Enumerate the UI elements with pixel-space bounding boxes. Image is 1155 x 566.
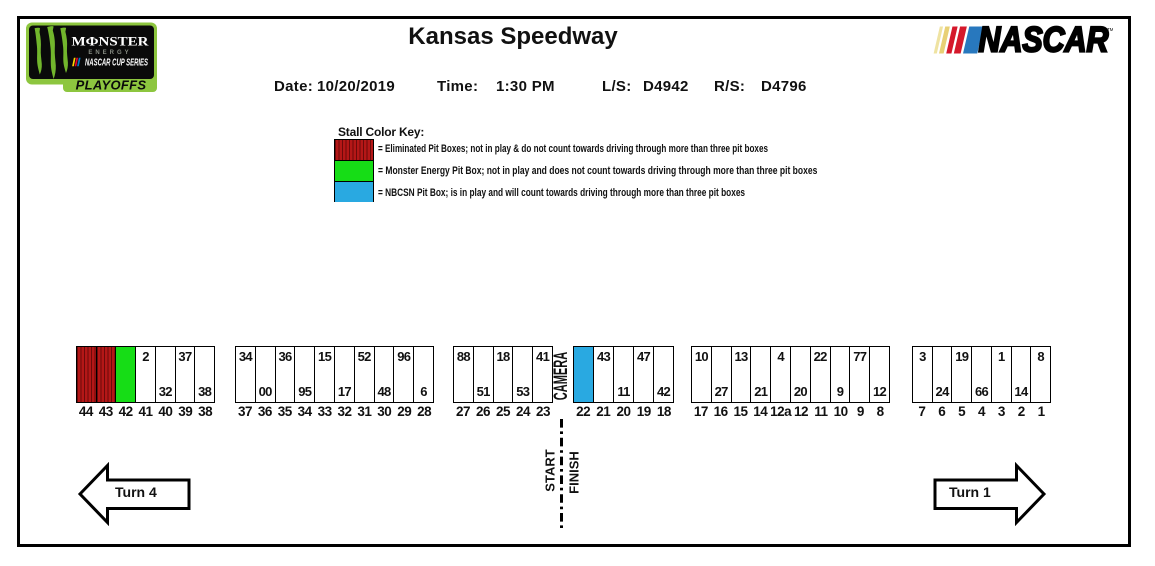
svg-text:TM: TM <box>1107 27 1113 32</box>
svg-text:PLAYOFFS: PLAYOFFS <box>76 78 147 93</box>
svg-text:NASCAR: NASCAR <box>979 25 1110 56</box>
svg-text:ENERGY: ENERGY <box>88 50 131 56</box>
svg-text:MФNЅTER: MФNЅTER <box>72 35 150 49</box>
svg-text:NASCAR CUP SERIES: NASCAR CUP SERIES <box>85 58 148 69</box>
